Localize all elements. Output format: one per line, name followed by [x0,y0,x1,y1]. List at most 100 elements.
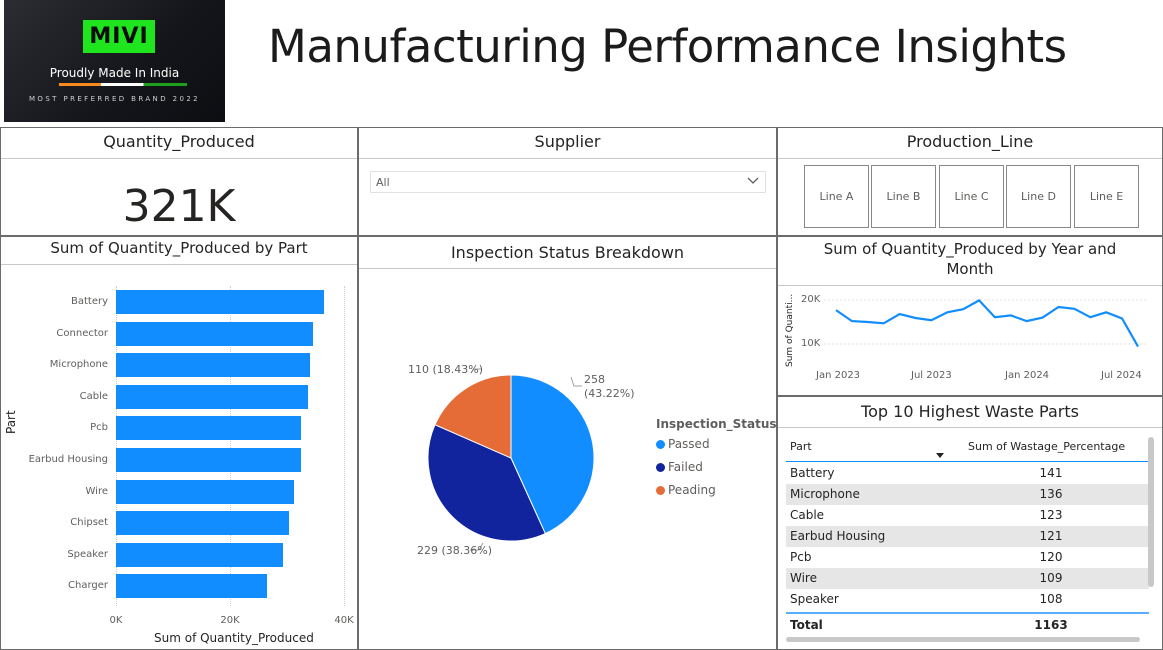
header-underline [786,461,1149,462]
y-category-label: Speaker [67,548,108,560]
y-category-label: Charger [68,580,108,592]
divider [1,158,357,159]
x-tick-label: 0K [109,615,123,626]
bar-charger[interactable] [116,574,268,599]
production-line-slicer: Production_Line Line A Line B Line C Lin… [777,127,1163,236]
bar-wire[interactable] [116,479,295,504]
line-svg [824,299,1148,348]
waste-table-visual[interactable]: Top 10 Highest Waste Parts Part Sum of W… [777,396,1163,650]
legend-item-failed[interactable]: Failed [656,460,703,474]
x-axis-title: Sum of Quantity_Produced [154,631,314,645]
total-separator [786,612,1149,614]
legend-label: Failed [668,460,703,474]
line-e-button[interactable]: Line E [1074,165,1139,228]
line-d-button[interactable]: Line D [1006,165,1071,228]
y-category-label: Chipset [70,517,108,529]
cell-part: Speaker [790,592,839,606]
label-leader-line [470,542,484,551]
y-category-label: Microphone [49,359,108,371]
bar-chipset[interactable] [116,511,290,536]
pie-slice-failed[interactable] [427,424,546,542]
cell-part: Battery [790,466,835,480]
slicer-title: Production_Line [906,132,1034,151]
line-a-button[interactable]: Line A [804,165,869,228]
bar-cable[interactable] [116,384,308,409]
cell-part: Cable [790,508,825,522]
line-b-button[interactable]: Line B [871,165,936,228]
table-row[interactable]: Speaker 108 [786,589,1149,610]
bar-pcb[interactable] [116,416,302,441]
pie-slice-pending[interactable] [434,374,512,459]
cell-part: Wire [790,571,817,585]
supplier-dropdown[interactable]: All [370,171,766,193]
gridline [230,286,231,606]
kpi-value: 321K [122,181,236,232]
y-category-label: Pcb [90,422,108,434]
legend-title: Inspection_Status [656,417,777,431]
supplier-slicer: Supplier All [358,127,777,236]
line-chart-visual[interactable]: Sum of Quantity_Produced by Year and Mon… [777,236,1163,396]
label-leader-line [470,368,482,374]
sort-descending-icon[interactable] [935,453,945,459]
y-category-label: Connector [56,327,108,339]
label-leader-line [570,376,582,387]
bar-connector[interactable] [116,321,314,346]
passed-data-label: 258 [584,373,605,386]
table-row[interactable]: Battery 141 [786,463,1149,484]
chart-title: Sum of Quantity_Produced by Part [50,239,308,257]
legend-label: Passed [668,437,710,451]
x-tick-label: Jan 2024 [1005,370,1050,381]
chart-title: Inspection Status Breakdown [450,243,685,262]
gridline [116,286,117,606]
table-row[interactable]: Cable 123 [786,505,1149,526]
legend-label: Peading [668,483,716,497]
y-tick-label: 20K [801,294,821,305]
bar-earbud-housing[interactable] [116,448,301,472]
divider [778,285,1162,286]
cell-value: 109 [1039,571,1063,585]
y-axis-title: Sum of Quanti... [785,293,795,367]
legend-item-pending[interactable]: Peading [656,483,716,497]
total-value: 1163 [1034,618,1068,632]
divider [359,158,776,159]
horizontal-scrollbar[interactable] [786,637,1140,642]
column-header-wastage[interactable]: Sum of Wastage_Percentage [968,440,1126,453]
line-c-button[interactable]: Line C [939,165,1004,228]
pie-chart-visual[interactable]: Inspection Status Breakdown 258 (43.22%)… [358,236,777,650]
y-tick-label: 10K [801,338,821,349]
table-row[interactable]: Microphone 136 [786,484,1149,505]
brand-mark: MIVI [83,20,155,53]
y-category-label: Wire [85,485,109,497]
divider [359,268,776,269]
failed-data-label: 229 (38.36%) [417,544,493,557]
legend-marker [656,486,665,495]
bar-battery[interactable] [116,290,325,314]
y-category-label: Battery [70,296,108,307]
bar-speaker[interactable] [116,542,283,567]
bar-microphone[interactable] [116,353,310,378]
bar-plot-area: Battery Connector Microphone Cable Pcb Earbud… [1,237,357,649]
series-line [835,299,1139,348]
divider [778,158,1162,159]
table-row[interactable]: Earbud Housing 121 [786,526,1149,547]
brand-tagline: Proudly Made In India [49,66,180,80]
legend-marker [656,463,665,472]
kpi-card[interactable]: Quantity_Produced 321K [0,127,358,236]
cell-value: 120 [1039,550,1063,564]
brand-logo: MIVI Proudly Made In India MOST PREFERRE… [4,0,225,122]
legend-marker [656,440,665,449]
table-row[interactable]: Wire 109 [786,568,1149,589]
cell-part: Earbud Housing [790,529,886,543]
vertical-scrollbar[interactable] [1148,437,1154,587]
divider [778,427,1162,428]
cell-value: 136 [1039,487,1063,501]
pie-slice-passed[interactable] [510,374,595,535]
bar-chart-visual[interactable]: Sum of Quantity_Produced by Part Battery… [0,236,358,650]
table-row[interactable]: Pcb 120 [786,547,1149,568]
pending-data-label: 110 (18.43%) [408,363,484,376]
gridline [344,286,345,606]
x-tick-label: Jan 2023 [816,370,861,381]
column-header-part[interactable]: Part [790,440,812,453]
y-category-label: Cable [79,390,108,402]
legend-item-passed[interactable]: Passed [656,437,710,451]
